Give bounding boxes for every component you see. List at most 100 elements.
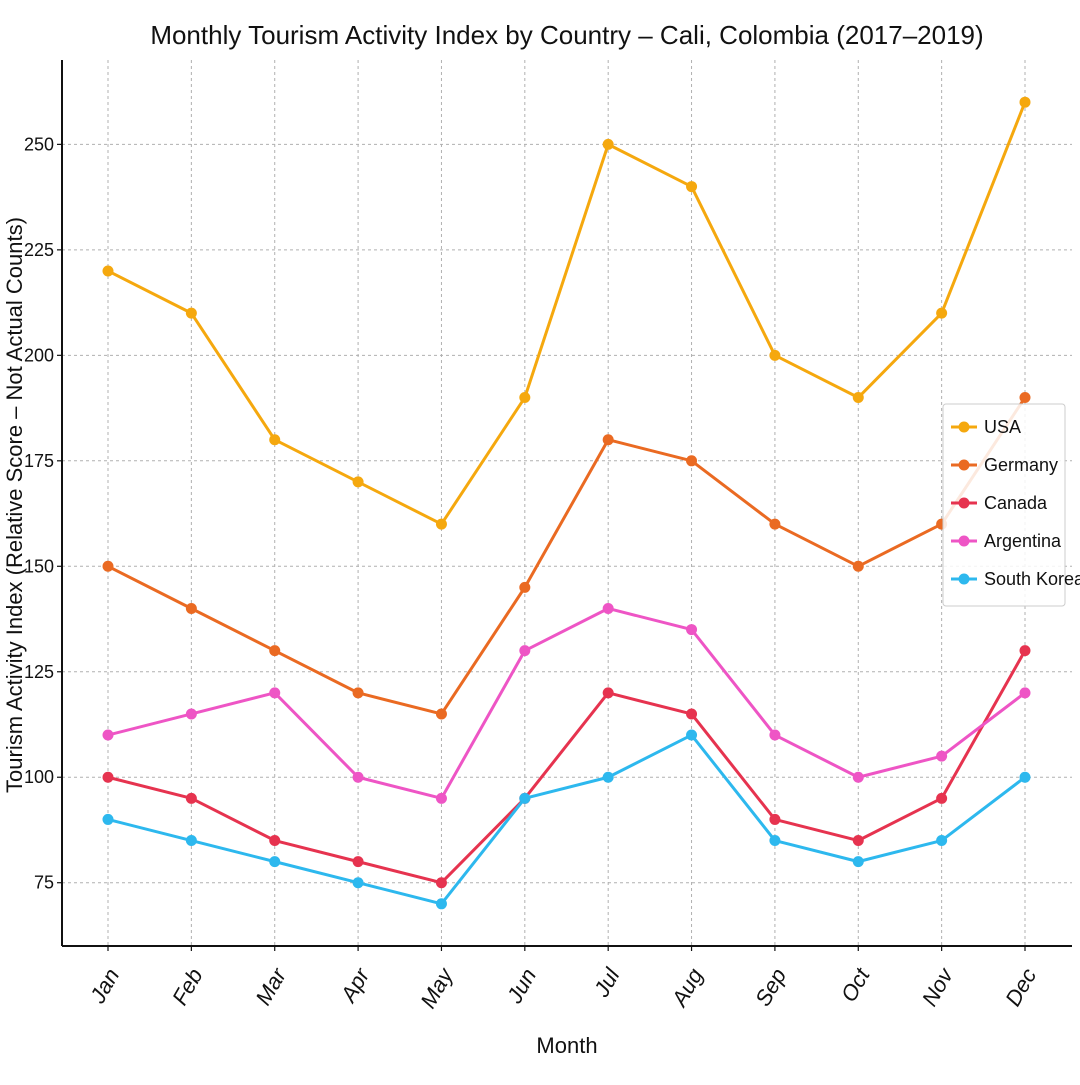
grid [62, 60, 1072, 946]
data-point-germany-sep [769, 518, 781, 530]
data-point-germany-may [435, 708, 447, 720]
data-point-usa-mar [269, 434, 281, 446]
y-tick-label-225: 225 [24, 240, 54, 260]
series-line-south-korea [106, 733, 1027, 906]
legend-item-germany: Germany [951, 455, 1058, 475]
data-point-canada-feb [185, 792, 197, 804]
y-axis-label: Tourism Activity Index (Relative Score –… [2, 217, 27, 793]
data-point-canada-jan [102, 771, 114, 783]
legend-swatch-marker-south-korea [958, 573, 970, 585]
data-point-germany-oct [852, 560, 864, 572]
x-tick-label-sep: Sep [750, 964, 791, 1010]
data-point-usa-aug [686, 181, 698, 193]
data-point-south-korea-feb [185, 835, 197, 847]
x-tick-label-dec: Dec [1000, 964, 1041, 1010]
y-tick-label-75: 75 [34, 873, 54, 893]
data-point-usa-dec [1019, 96, 1031, 108]
data-point-argentina-jan [102, 729, 114, 741]
data-point-canada-aug [686, 708, 698, 720]
x-tick-label-jul: Jul [588, 963, 625, 1002]
y-tick-labels: 75 100 125 150 175 200 225 250 [24, 134, 62, 893]
data-point-argentina-oct [852, 771, 864, 783]
data-point-south-korea-apr [352, 877, 364, 889]
x-tick-label-nov: Nov [917, 962, 959, 1010]
series-usa [102, 96, 1031, 530]
y-tick-label-200: 200 [24, 345, 54, 365]
x-tick-label-jun: Jun [501, 964, 541, 1008]
data-point-canada-may [435, 877, 447, 889]
legend-label-canada: Canada [984, 493, 1048, 513]
data-point-argentina-jun [519, 645, 531, 657]
data-point-argentina-aug [686, 624, 698, 636]
data-point-argentina-nov [936, 750, 948, 762]
x-tick-label-mar: Mar [250, 963, 291, 1010]
series-argentina [102, 602, 1031, 804]
data-point-usa-apr [352, 476, 364, 488]
series-line-usa [106, 100, 1027, 526]
data-point-south-korea-mar [269, 856, 281, 868]
data-point-south-korea-dec [1019, 771, 1031, 783]
data-point-usa-sep [769, 349, 781, 361]
data-point-usa-oct [852, 392, 864, 404]
data-point-argentina-dec [1019, 687, 1031, 699]
y-tick-label-150: 150 [24, 556, 54, 576]
data-point-germany-mar [269, 645, 281, 657]
axes [61, 60, 1072, 947]
legend-label-usa: USA [984, 417, 1021, 437]
legend-label-argentina: Argentina [984, 531, 1062, 551]
chart-title: Monthly Tourism Activity Index by Countr… [150, 20, 983, 50]
legend-swatch-marker-usa [958, 421, 970, 433]
data-point-canada-dec [1019, 645, 1031, 657]
data-point-canada-mar [269, 835, 281, 847]
y-tick-label-100: 100 [24, 767, 54, 787]
legend-label-south-korea: South Korea [984, 569, 1080, 589]
data-point-germany-apr [352, 687, 364, 699]
data-point-germany-jun [519, 581, 531, 593]
x-tick-label-feb: Feb [167, 964, 208, 1009]
data-point-usa-jul [602, 138, 614, 150]
legend-swatch-marker-canada [958, 497, 970, 509]
x-axis-label: Month [536, 1033, 597, 1058]
legend: USA Germany Canada Argentina South Korea [942, 403, 1080, 607]
data-point-south-korea-oct [852, 856, 864, 868]
x-tick-label-apr: Apr [335, 963, 376, 1008]
data-point-south-korea-jun [519, 792, 531, 804]
y-tick-label-250: 250 [24, 134, 54, 154]
legend-label-germany: Germany [984, 455, 1058, 475]
data-point-south-korea-may [435, 898, 447, 910]
x-tick-label-aug: Aug [666, 963, 709, 1012]
data-point-south-korea-jul [602, 771, 614, 783]
data-point-argentina-sep [769, 729, 781, 741]
series [102, 96, 1031, 910]
legend-item-usa: USA [951, 417, 1021, 437]
series-south-korea [102, 729, 1031, 910]
legend-box [942, 403, 1066, 607]
data-point-argentina-mar [269, 687, 281, 699]
data-point-germany-jan [102, 560, 114, 572]
series-line-germany [106, 396, 1027, 716]
y-tick-label-175: 175 [24, 451, 54, 471]
data-point-germany-jul [602, 434, 614, 446]
data-point-germany-feb [185, 602, 197, 614]
data-point-usa-may [435, 518, 447, 530]
data-point-usa-jan [102, 265, 114, 277]
x-tick-label-may: May [415, 962, 458, 1012]
data-point-usa-jun [519, 392, 531, 404]
data-point-south-korea-nov [936, 835, 948, 847]
data-point-germany-aug [686, 455, 698, 467]
data-point-argentina-may [435, 792, 447, 804]
data-point-south-korea-aug [686, 729, 698, 741]
data-point-canada-apr [352, 856, 364, 868]
series-germany [102, 392, 1031, 720]
legend-swatch-marker-argentina [958, 535, 970, 547]
legend-item-canada: Canada [951, 493, 1048, 513]
data-point-canada-nov [936, 792, 948, 804]
data-point-argentina-jul [602, 602, 614, 614]
data-point-argentina-apr [352, 771, 364, 783]
data-point-canada-oct [852, 835, 864, 847]
data-point-south-korea-jan [102, 813, 114, 825]
data-point-usa-nov [936, 307, 948, 319]
data-point-germany-dec [1019, 392, 1031, 404]
